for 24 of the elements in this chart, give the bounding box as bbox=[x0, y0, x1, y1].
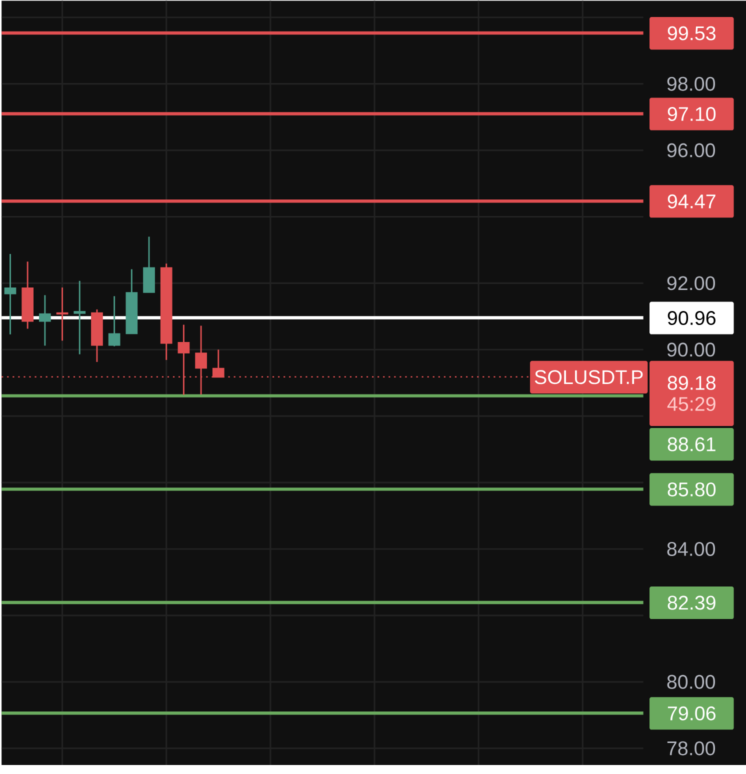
y-tick-label: 78.00 bbox=[667, 741, 716, 756]
candlestick bbox=[56, 286, 68, 342]
ref-line-label: 88.61 bbox=[668, 437, 716, 452]
ref-line-label: 89.18 bbox=[668, 376, 716, 390]
ref-line-label: 85.80 bbox=[668, 482, 716, 496]
candlestick bbox=[195, 325, 207, 396]
y-tick-label: 90.00 bbox=[667, 342, 716, 357]
candlestick bbox=[39, 294, 51, 346]
text: 45:29 bbox=[667, 396, 716, 411]
ref-line-label: 94.47 bbox=[668, 194, 716, 208]
candlestick bbox=[108, 295, 120, 348]
ref-line-label: 82.39 bbox=[668, 596, 716, 610]
ref-line-label: 99.53 bbox=[668, 26, 716, 40]
ref-line-label: 90.96 bbox=[668, 311, 716, 325]
candlestick bbox=[4, 253, 16, 336]
y-tick-label: 84.00 bbox=[667, 542, 716, 556]
y-tick-label: 92.00 bbox=[667, 276, 716, 290]
ref-line-label: 97.10 bbox=[668, 107, 716, 121]
y-tick-label: 80.00 bbox=[667, 674, 716, 689]
annotation: SOLUSDT.P bbox=[534, 370, 643, 384]
y-tick-label: 98.00 bbox=[667, 76, 716, 91]
ref-line-label: 79.06 bbox=[668, 706, 716, 720]
y-tick-label: 96.00 bbox=[667, 143, 716, 158]
candlestick bbox=[74, 280, 86, 356]
